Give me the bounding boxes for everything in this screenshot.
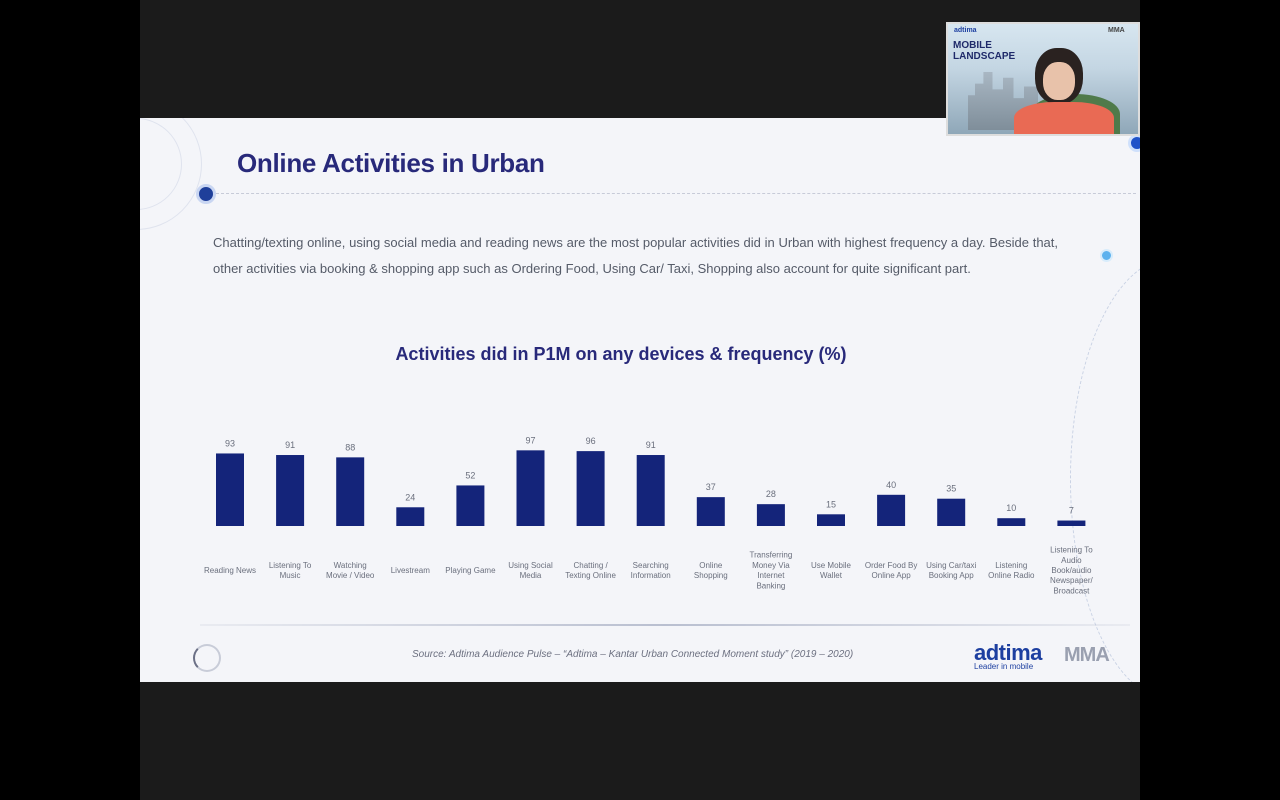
bar-10 <box>817 514 845 526</box>
bar-value-label: 7 <box>1069 506 1074 516</box>
category-label: Transferring Money Via Internet Banking <box>749 551 792 591</box>
bar-value-label: 97 <box>525 435 535 445</box>
category-label: Online Shopping <box>694 561 728 580</box>
bar-value-label: 35 <box>946 484 956 494</box>
decorative-dot <box>1100 249 1113 262</box>
slide-description: Chatting/texting online, using social me… <box>213 235 1058 276</box>
bar-value-label: 15 <box>826 499 836 509</box>
bar-value-label: 28 <box>766 489 776 499</box>
category-label: Chatting / Texting Online <box>565 561 616 580</box>
bar-1 <box>276 455 305 526</box>
bar-0 <box>216 453 244 526</box>
adtima-tagline: Leader in mobile <box>974 662 1034 671</box>
presenter-webcam[interactable]: adtima MMA MOBILE LANDSCAPE <box>946 22 1140 136</box>
bar-8 <box>696 497 725 526</box>
bar-5 <box>516 450 545 526</box>
bar-value-label: 88 <box>345 442 355 452</box>
category-label: Using Car/taxi Booking App <box>926 561 976 580</box>
presenter-face <box>1043 62 1075 100</box>
source-note: Source: Adtima Audience Pulse – “Adtima … <box>412 649 854 660</box>
bar-value-label: 91 <box>285 440 295 450</box>
category-label: Playing Game <box>445 566 496 575</box>
bar-9 <box>756 504 785 526</box>
slide-title: Online Activities in Urban <box>237 148 545 178</box>
bar-12 <box>937 498 966 526</box>
bar-value-label: 91 <box>646 440 656 450</box>
adtima-logo: adtima <box>974 640 1042 665</box>
bar-3 <box>396 507 425 526</box>
category-label: Livestream <box>391 566 430 575</box>
webcam-mma-logo: MMA <box>1108 27 1125 34</box>
chart-title: Activities did in P1M on any devices & f… <box>395 344 847 364</box>
bar-2 <box>336 457 365 526</box>
bar-value-label: 24 <box>405 492 415 502</box>
title-divider <box>216 193 1136 194</box>
bar-chart: 93 Reading News 91 Listening To Music 88 Watch… <box>204 435 1094 596</box>
webcam-title-line1: MOBILE <box>953 40 992 51</box>
bar-7 <box>636 455 665 526</box>
footer-divider <box>200 624 1130 626</box>
category-label: Listening Online Radio <box>988 561 1035 580</box>
bar-13 <box>997 518 1026 526</box>
bar-6 <box>576 451 605 526</box>
bar-11 <box>877 494 906 526</box>
webcam-title-line2: LANDSCAPE <box>953 51 1016 62</box>
bar-4 <box>456 485 485 526</box>
bar-value-label: 93 <box>225 438 235 448</box>
category-label: Order Food By Online App <box>865 561 917 580</box>
bar-value-label: 52 <box>465 470 475 480</box>
loading-spinner-icon <box>193 644 221 672</box>
category-label: Using Social Media <box>508 561 553 580</box>
slide: Online Activities in Urban Chatting/text… <box>140 118 1140 682</box>
category-label: Reading News <box>204 566 256 575</box>
category-label: Searching Information <box>631 561 671 580</box>
webcam-brand: adtima <box>954 27 977 34</box>
bar-value-label: 96 <box>586 436 596 446</box>
category-label: Use Mobile Wallet <box>811 561 852 580</box>
bar-value-label: 40 <box>886 480 896 490</box>
bar-14 <box>1057 520 1086 526</box>
bar-value-label: 10 <box>1006 503 1016 513</box>
category-label: Watching Movie / Video <box>326 561 375 580</box>
bar-value-label: 37 <box>706 482 716 492</box>
presenter-body <box>1014 102 1114 134</box>
category-label: Listening To Audio Book/audio Newspaper/Bro… <box>1050 546 1093 596</box>
mma-logo: MMA <box>1064 644 1110 666</box>
title-bullet-icon <box>196 184 216 204</box>
category-label: Listening To Music <box>269 561 312 580</box>
